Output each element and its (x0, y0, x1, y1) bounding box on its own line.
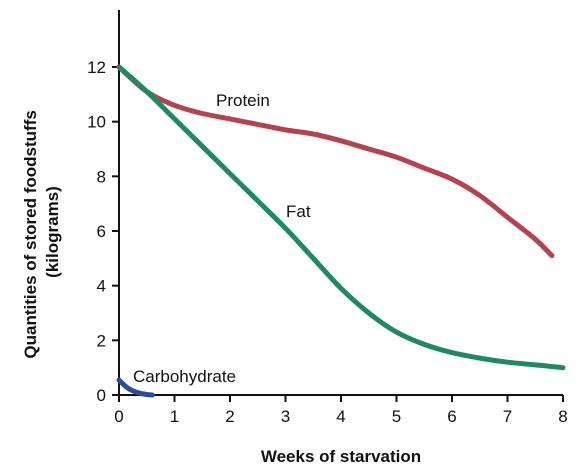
x-tick-label-1: 1 (170, 407, 179, 426)
x-tick-label-3: 3 (281, 407, 290, 426)
series-labels: Protein Fat Carbohydrate (133, 91, 311, 386)
y-tick-label-10: 10 (87, 113, 106, 132)
series-line-fat (116, 64, 566, 371)
y-tick-label-8: 8 (97, 167, 106, 186)
y-tick-label-6: 6 (97, 222, 106, 241)
series-lines (116, 64, 566, 398)
y-axis-title-line-1: Quantities of stored foodstuffs (21, 110, 40, 358)
y-axis-ticks: 0 2 4 6 8 10 12 (87, 58, 119, 405)
y-tick-label-4: 4 (97, 277, 106, 296)
x-axis-ticks: 0 1 2 3 4 5 6 7 8 (114, 395, 568, 426)
x-tick-label-7: 7 (503, 407, 512, 426)
series-label-carbohydrate: Carbohydrate (133, 367, 236, 386)
x-tick-label-5: 5 (392, 407, 401, 426)
y-tick-label-2: 2 (97, 331, 106, 350)
series-line-protein (116, 64, 555, 259)
series-line-carbohydrate (116, 377, 155, 398)
series-label-fat: Fat (286, 202, 311, 221)
y-axis-title: Quantities of stored foodstuffs (kilogra… (21, 105, 62, 358)
x-tick-label-2: 2 (225, 407, 234, 426)
series-label-protein: Protein (216, 91, 270, 110)
y-axis-title-line-2: (kilograms) (43, 186, 62, 278)
x-tick-label-4: 4 (336, 407, 345, 426)
y-tick-label-0: 0 (97, 386, 106, 405)
x-tick-label-0: 0 (114, 407, 123, 426)
y-tick-label-12: 12 (87, 58, 106, 77)
x-axis-title: Weeks of starvation (261, 447, 421, 466)
x-tick-label-8: 8 (558, 407, 567, 426)
x-tick-label-6: 6 (447, 407, 456, 426)
